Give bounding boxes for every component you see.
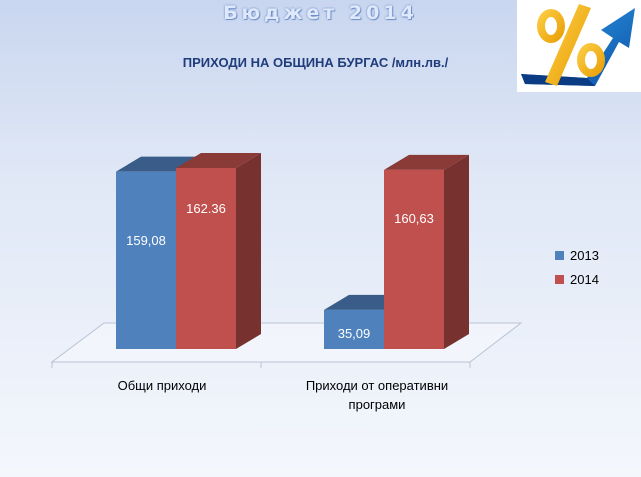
percent-arrow-icon <box>517 0 641 92</box>
legend-swatch-2013 <box>555 250 564 260</box>
chart-legend: 2013 2014 <box>555 243 599 291</box>
legend-label-2014: 2014 <box>570 271 599 287</box>
bar-2014-2 <box>384 154 469 349</box>
legend-swatch-2014 <box>555 274 564 284</box>
data-label-2014-2: 160,63 <box>394 211 434 226</box>
bar-2014-1 <box>176 153 261 349</box>
slide-header: Бюджет 2014 <box>223 2 418 24</box>
data-label-2014-1: 162.36 <box>186 201 226 216</box>
legend-item-2013: 2013 <box>555 243 599 267</box>
legend-label-2013: 2013 <box>570 247 599 263</box>
category-label-2: Приходи от оперативни програми <box>306 378 448 412</box>
legend-item-2014: 2014 <box>555 267 599 291</box>
data-label-2013-1: 159,08 <box>126 233 166 248</box>
category-label-1: Общи приходи <box>118 378 207 393</box>
data-label-2013-2: 35,09 <box>338 326 371 341</box>
chart-title: ПРИХОДИ НА ОБЩИНА БУРГАС /млн.лв./ <box>182 55 449 70</box>
